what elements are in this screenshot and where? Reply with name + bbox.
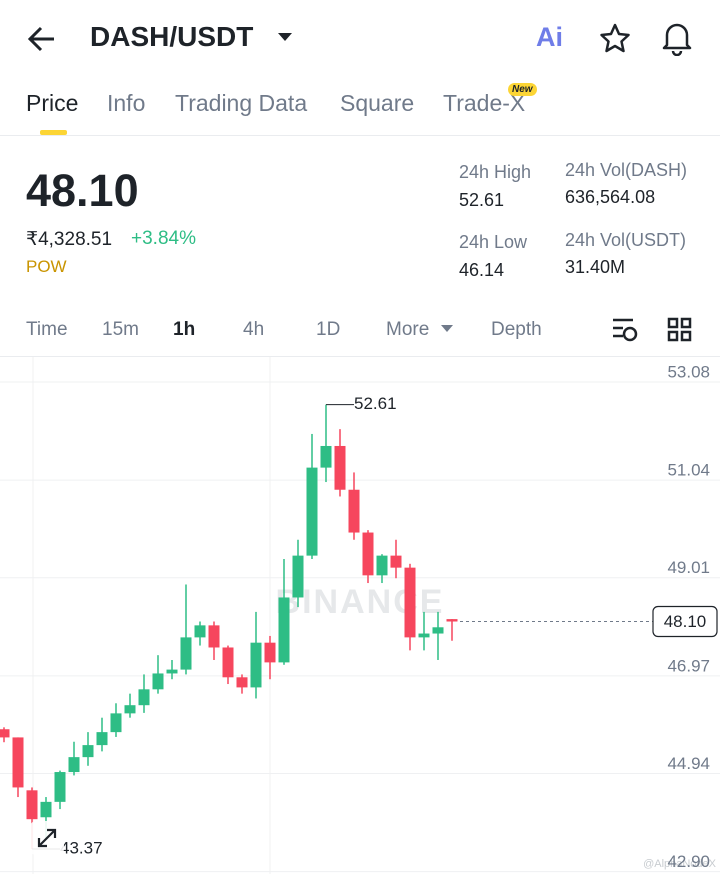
notification-button[interactable] [660, 20, 694, 56]
tab[interactable]: Price [26, 90, 79, 116]
last-price-box [652, 605, 718, 638]
candle-body [82, 745, 94, 758]
min-label: 43.37 [60, 838, 103, 857]
y-tick-label: 49.01 [667, 558, 710, 577]
y-tick-label: 42.90 [667, 852, 710, 871]
stat-label: 24h Vol(DASH) [565, 160, 688, 180]
candlestick-chart: BINANCE @AlphaNodeX 53.0851.0449.0146.97… [0, 357, 720, 874]
candle-body [208, 625, 220, 648]
pair-caret[interactable] [276, 31, 294, 43]
fiat-price: ₹4,328.51 [26, 229, 113, 250]
candle-body [54, 772, 66, 802]
favorite-button[interactable] [598, 22, 632, 54]
stat-label: 24h Vol(USDT) [565, 230, 687, 250]
pair-title[interactable]: DASH/USDT [90, 21, 254, 52]
indicator-button[interactable] [611, 317, 639, 343]
tab[interactable]: Trading Data [175, 90, 308, 116]
candle-body [390, 555, 402, 568]
ai-button[interactable]: Ai [536, 22, 563, 52]
price-change: +3.84% [131, 228, 196, 249]
candle-body [222, 647, 234, 678]
tab[interactable]: Info [107, 90, 146, 116]
interval[interactable]: 15m [102, 319, 139, 340]
stat-label: 24h High [459, 162, 532, 182]
interval[interactable]: Time [26, 319, 68, 340]
candle-body [236, 677, 248, 688]
tab[interactable]: Square [340, 90, 415, 116]
candle-body [12, 737, 24, 788]
candle-body [292, 555, 304, 598]
interval[interactable]: 4h [243, 319, 265, 340]
last-price: 48.10 [26, 165, 139, 216]
credit: @AlphaNodeX [643, 858, 717, 870]
interval[interactable]: Depth [491, 319, 542, 340]
max-label: 52.61 [354, 394, 397, 413]
divider [0, 356, 720, 357]
candle-body [404, 567, 416, 638]
last-price-label: 48.10 [664, 612, 707, 631]
y-tick-label: 53.08 [667, 362, 710, 381]
interval[interactable]: 1h [173, 319, 196, 340]
y-tick-label: 51.04 [667, 461, 710, 480]
candle-body [418, 633, 430, 638]
candle-body [26, 790, 38, 820]
layout-button[interactable] [667, 317, 693, 343]
candle-body [138, 689, 150, 706]
candle-body [250, 642, 262, 688]
candle-body [68, 757, 80, 773]
candle-body [166, 669, 178, 674]
candle-body [306, 467, 318, 556]
tag: POW [26, 257, 67, 276]
candle-body [152, 673, 164, 690]
interval[interactable]: 1D [316, 319, 341, 340]
candle-body [194, 625, 206, 638]
candle-body [348, 489, 360, 533]
new-badge: New [508, 83, 537, 96]
candle-body [0, 729, 10, 738]
candle-body [432, 627, 444, 634]
back-button[interactable] [26, 24, 58, 54]
candle-body [124, 705, 136, 714]
candle-body [334, 445, 346, 490]
stat-value: 52.61 [459, 190, 505, 210]
candle-body [96, 732, 108, 746]
candle-body [320, 445, 332, 468]
interval[interactable]: More [386, 319, 430, 340]
candle-body [264, 642, 276, 663]
candle-body [446, 619, 458, 622]
more-caret [441, 325, 453, 332]
stat-value: 31.40M [565, 257, 626, 277]
candle-body [180, 637, 192, 670]
expand-button[interactable] [30, 821, 64, 855]
candle-body [362, 532, 374, 576]
stat-value: 46.14 [459, 260, 505, 280]
tab-indicator [40, 130, 67, 135]
stat-label: 24h Low [459, 232, 528, 252]
y-tick-label: 46.97 [667, 656, 710, 675]
candle-body [40, 801, 52, 818]
candle-body [110, 713, 122, 733]
candle-body [278, 597, 290, 663]
divider [0, 135, 720, 136]
y-tick-label: 44.94 [667, 754, 710, 773]
stat-value: 636,564.08 [565, 187, 656, 207]
candle-body [376, 555, 388, 576]
